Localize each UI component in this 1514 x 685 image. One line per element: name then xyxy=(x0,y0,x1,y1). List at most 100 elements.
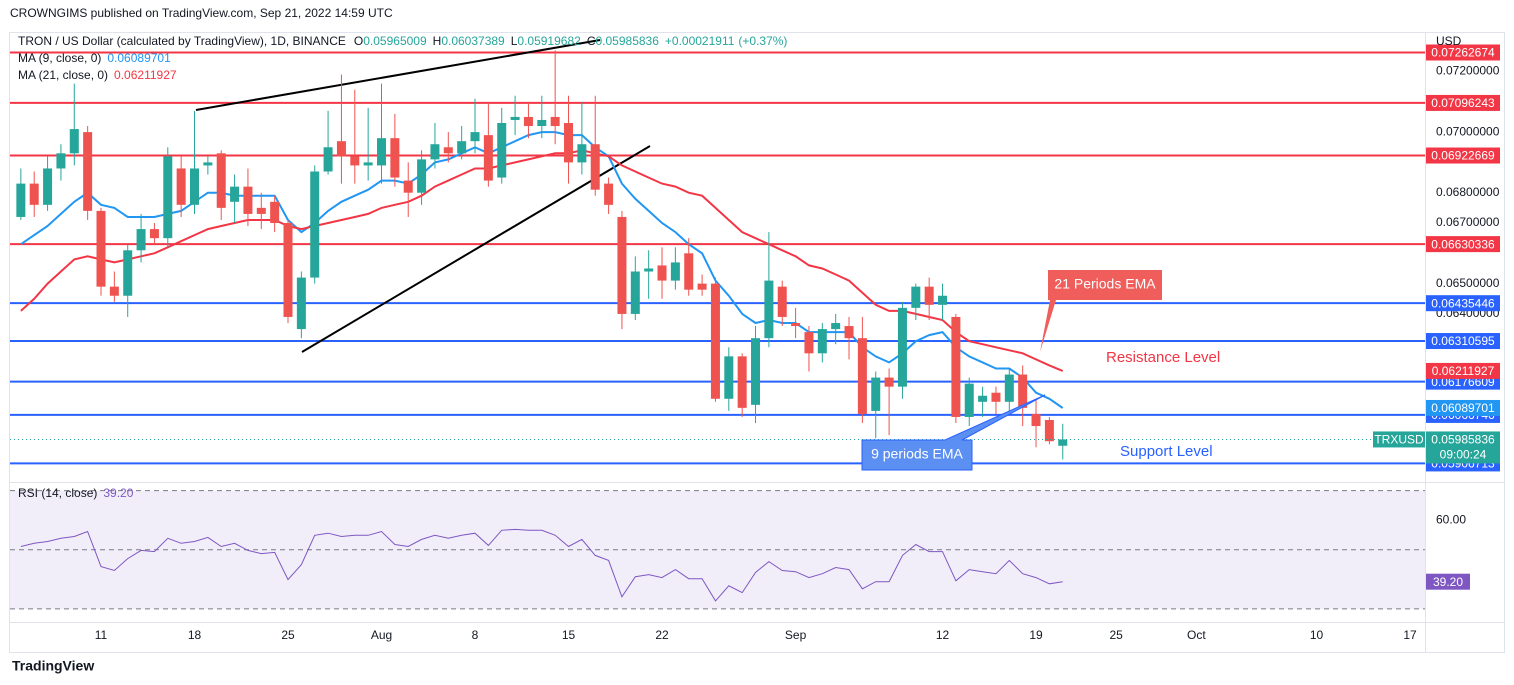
candle-body xyxy=(564,123,574,163)
x-tick-label: 25 xyxy=(281,628,295,642)
level-axis-label: 0.06435446 xyxy=(1431,296,1495,310)
candle-body xyxy=(630,271,640,314)
candle-body xyxy=(403,180,413,193)
y-tick-label: 0.06500000 xyxy=(1436,276,1500,290)
candle-body xyxy=(390,138,400,178)
candle-body xyxy=(1044,419,1054,442)
x-tick-label: 17 xyxy=(1403,628,1417,642)
candle-body xyxy=(884,377,894,387)
legend-ma21: MA (21, close, 0) 0.06211927 xyxy=(18,68,177,82)
last-price-box xyxy=(1426,431,1500,464)
rsi-line xyxy=(20,528,1063,602)
legend-value: 0.06211927 xyxy=(114,68,177,82)
change-pct: (+0.37%) xyxy=(738,34,787,48)
level-axis-box xyxy=(1426,44,1500,61)
candle-body xyxy=(203,162,213,166)
candle-body xyxy=(697,283,707,290)
ohlc-value: 0.05919682 xyxy=(517,34,581,48)
ohlc-value: 0.06037389 xyxy=(441,34,505,48)
rsi-pane xyxy=(10,490,1425,610)
candle-body xyxy=(604,183,614,205)
legend-name: RSI (14, close) xyxy=(18,486,97,500)
candle-body xyxy=(938,295,948,305)
y-tick-label: 0.06700000 xyxy=(1436,215,1500,229)
candle-body xyxy=(684,253,694,290)
level-axis-label: 0.06630336 xyxy=(1431,237,1495,251)
ma-axis-box xyxy=(1426,399,1500,416)
candle-body xyxy=(764,280,774,339)
legend-name: MA (9, close, 0) xyxy=(18,51,101,65)
x-tick-label: Oct xyxy=(1187,628,1206,642)
candle-body xyxy=(1004,374,1014,402)
candle-body xyxy=(483,135,493,181)
candle-body xyxy=(670,262,680,281)
candle-body xyxy=(710,283,720,399)
candle-body xyxy=(590,144,600,190)
price-pane xyxy=(10,39,1425,460)
legend-name: MA (21, close, 0) xyxy=(18,68,108,82)
footer-logo: TradingView xyxy=(12,658,94,674)
candle-body xyxy=(310,171,320,278)
candle-body xyxy=(230,186,240,202)
candle-body xyxy=(377,138,387,166)
candle-body xyxy=(363,162,373,166)
callout-21: 21 Periods EMA xyxy=(1040,270,1162,352)
symbol-box xyxy=(1373,431,1425,448)
ohlc-value: 0.05985836 xyxy=(595,34,659,48)
countdown: 09:00:24 xyxy=(1440,448,1487,462)
candle-body xyxy=(29,183,39,205)
callout-text: 9 periods EMA xyxy=(871,446,963,462)
ohlc-label: L xyxy=(511,34,518,48)
candle-body xyxy=(964,383,974,417)
candle-body xyxy=(350,156,360,166)
candle-body xyxy=(644,268,654,272)
rsi-axis-label: 39.20 xyxy=(1433,575,1463,589)
candle-body xyxy=(1058,439,1068,446)
x-tick-label: 12 xyxy=(936,628,950,642)
chart-frame xyxy=(9,32,1505,653)
y-tick-label: 0.06800000 xyxy=(1436,185,1500,199)
candle-body xyxy=(123,250,133,296)
level-axis-label: 0.07096243 xyxy=(1431,96,1495,110)
moving-average xyxy=(20,149,1064,372)
candle-body xyxy=(283,223,293,317)
legend-ohlc: TRON / US Dollar (calculated by TradingV… xyxy=(18,34,787,48)
legend-ma9: MA (9, close, 0) 0.06089701 xyxy=(18,51,171,65)
level-axis-box xyxy=(1426,236,1500,253)
candle-body xyxy=(617,216,627,314)
rsi-axis-box xyxy=(1426,573,1470,590)
last-price-label: 0.05985836 xyxy=(1431,433,1495,447)
candle-body xyxy=(804,332,814,354)
rsi-band xyxy=(10,490,1425,609)
callout-box xyxy=(1040,270,1162,352)
level-axis-label: 0.06310595 xyxy=(1431,334,1495,348)
candle-body xyxy=(296,277,306,330)
candle-body xyxy=(163,156,173,239)
candle-body xyxy=(470,132,480,142)
x-tick-label: 25 xyxy=(1109,628,1123,642)
candle-body xyxy=(577,144,587,163)
candle-body xyxy=(1018,374,1028,408)
rsi-tick-label: 60.00 xyxy=(1436,512,1466,526)
candle-body xyxy=(109,286,119,296)
level-axis-label: 0.06922669 xyxy=(1431,149,1495,163)
level-axis-box xyxy=(1426,333,1500,350)
x-tick-label: 18 xyxy=(188,628,202,642)
candle-body xyxy=(751,338,761,405)
resistance-label: Resistance Level xyxy=(1106,349,1220,366)
candle-body xyxy=(537,119,547,127)
candle-body xyxy=(871,377,881,411)
candle-body xyxy=(924,286,934,305)
legend-value: 39.20 xyxy=(103,486,133,500)
level-axis-box xyxy=(1426,94,1500,111)
candle-body xyxy=(96,210,106,287)
y-tick-label: 0.07000000 xyxy=(1436,124,1500,138)
x-tick-label: Aug xyxy=(371,628,392,642)
candle-body xyxy=(270,201,280,224)
change: +0.00021911 xyxy=(665,34,735,48)
candle-body xyxy=(136,229,146,251)
support-label: Support Level xyxy=(1120,443,1213,460)
candle-body xyxy=(336,141,346,157)
legend-value: 0.06089701 xyxy=(107,51,171,65)
symbol-title: TRON / US Dollar (calculated by TradingV… xyxy=(18,34,346,48)
